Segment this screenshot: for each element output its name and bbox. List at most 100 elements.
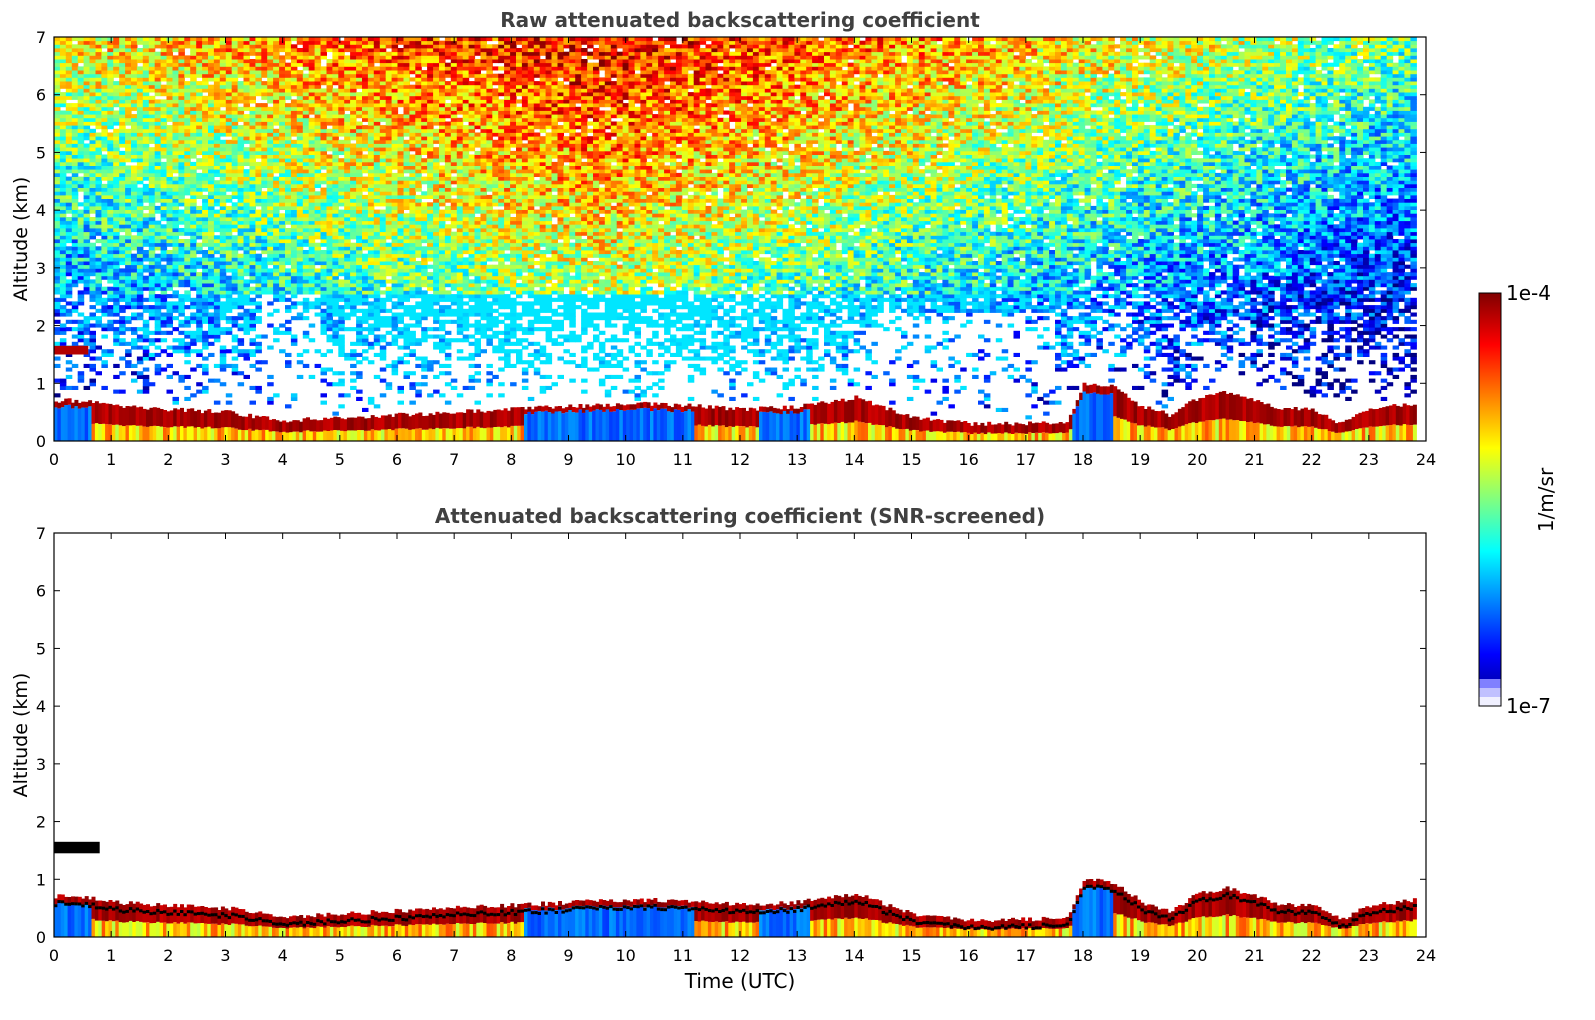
noise-cell [65, 128, 73, 133]
noise-cell [302, 172, 310, 177]
noise-cell [113, 180, 120, 185]
noise-cell [237, 158, 245, 163]
noise-cell [107, 161, 114, 166]
noise-cell [107, 217, 114, 222]
noise-cell [213, 257, 221, 262]
noise-cell [261, 88, 268, 93]
noise-cell [54, 297, 61, 302]
noise-cell [71, 187, 79, 192]
noise-cell [421, 213, 428, 218]
noise-cell [338, 172, 345, 177]
noise-cell [409, 55, 416, 60]
noise-cell [160, 194, 168, 199]
noise-cell [131, 70, 138, 75]
noise-cell [107, 77, 114, 82]
plot-area [54, 37, 1417, 441]
noise-cell [290, 393, 298, 398]
noise-cell [178, 66, 185, 71]
noise-cell [95, 180, 102, 185]
noise-cell [59, 187, 67, 192]
noise-cell [326, 301, 333, 306]
noise-cell [172, 70, 179, 75]
noise-cell [249, 176, 256, 181]
noise-cell [190, 191, 197, 196]
noise-cell [95, 272, 102, 277]
noise-cell [107, 308, 114, 313]
noise-cell [350, 44, 357, 49]
noise-cell [113, 161, 120, 166]
noise-cell [367, 209, 375, 214]
noise-cell [172, 283, 179, 288]
noise-cell [356, 128, 363, 133]
noise-cell [338, 44, 345, 49]
noise-cell [184, 213, 191, 218]
noise-cell [136, 360, 144, 365]
noise-cell [344, 158, 351, 163]
noise-cell [332, 88, 339, 93]
noise-cell [196, 323, 203, 328]
noise-cell [403, 338, 410, 343]
noise-cell [208, 246, 215, 251]
noise-cell [332, 81, 339, 86]
noise-cell [415, 242, 422, 247]
noise-cell [344, 139, 351, 144]
noise-cell [101, 66, 108, 71]
noise-cell [409, 371, 416, 376]
noise-cell [385, 286, 393, 291]
noise-cell [208, 59, 215, 64]
noise-cell [403, 283, 410, 288]
noise-cell [131, 62, 138, 67]
noise-cell [415, 363, 422, 368]
noise-cell [190, 393, 197, 398]
noise-cell [131, 316, 138, 321]
noise-cell [225, 117, 233, 122]
noise-cell [208, 95, 215, 100]
noise-cell [362, 312, 369, 317]
noise-cell [320, 48, 327, 53]
noise-cell [314, 297, 322, 302]
noise-cell [196, 205, 203, 210]
noise-cell [403, 228, 410, 233]
noise-cell [101, 213, 108, 218]
noise-cell [409, 224, 416, 229]
noise-cell [409, 48, 416, 53]
noise-cell [95, 48, 102, 53]
noise-cell [178, 294, 185, 299]
noise-cell [202, 125, 209, 130]
noise-cell [255, 246, 262, 251]
noise-cell [136, 172, 144, 177]
noise-cell [154, 99, 162, 104]
noise-cell [290, 114, 298, 119]
noise-cell [397, 73, 404, 78]
noise-cell [320, 224, 327, 229]
noise-cell [261, 48, 268, 53]
noise-cell [125, 158, 132, 163]
noise-cell [362, 205, 369, 210]
noise-cell [184, 40, 191, 45]
noise-cell [65, 268, 73, 273]
noise-cell [172, 165, 179, 170]
noise-cell [136, 114, 144, 119]
noise-cell [59, 169, 67, 174]
noise-cell [131, 301, 138, 306]
noise-cell [166, 40, 173, 45]
noise-cell [142, 235, 150, 240]
noise-cell [326, 77, 333, 82]
noise-cell [243, 191, 250, 196]
noise-cell [148, 62, 156, 67]
noise-cell [190, 272, 197, 277]
noise-cell [421, 253, 428, 258]
noise-cell [356, 205, 363, 210]
noise-cell [131, 88, 138, 93]
noise-cell [356, 125, 363, 130]
noise-cell [249, 84, 256, 89]
noise-cell [415, 121, 422, 126]
noise-cell [273, 92, 280, 97]
noise-cell [273, 220, 280, 225]
noise-cell [219, 268, 227, 273]
noise-cell [178, 62, 185, 67]
noise-cell [362, 253, 369, 258]
noise-cell [59, 312, 67, 317]
noise-cell [344, 114, 351, 119]
noise-cell [136, 165, 144, 170]
